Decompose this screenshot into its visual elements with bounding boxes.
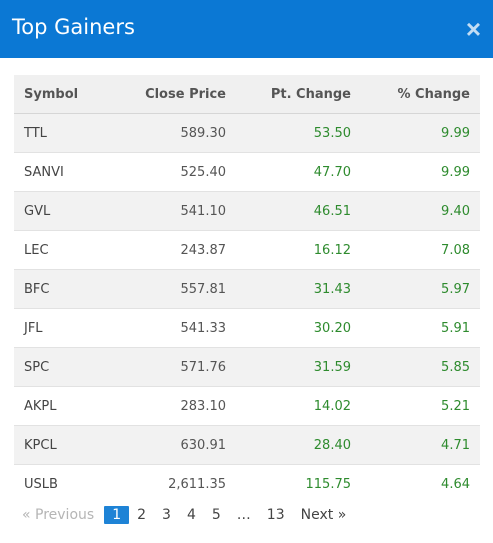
cell-symbol: AKPL: [14, 386, 124, 426]
cell-pt-change: 31.43: [236, 269, 361, 309]
cell-symbol: LEC: [14, 230, 124, 270]
cell-close-price: 571.76: [124, 347, 236, 387]
table-row[interactable]: TTL 589.30 53.50 9.99: [14, 113, 480, 153]
cell-pct-change: 9.40: [361, 191, 480, 231]
pagination: « Previous 1 2 3 4 5 … 13 Next »: [14, 503, 354, 527]
column-header-close-price[interactable]: Close Price: [124, 75, 236, 114]
cell-pt-change: 115.75: [236, 464, 361, 503]
cell-symbol: SANVI: [14, 152, 124, 192]
cell-pt-change: 14.02: [236, 386, 361, 426]
cell-pt-change: 16.12: [236, 230, 361, 270]
cell-pct-change: 9.99: [361, 152, 480, 192]
page-link-4[interactable]: 4: [186, 507, 196, 523]
table-row[interactable]: USLB 2,611.35 115.75 4.64: [14, 464, 480, 503]
table-header-row: Symbol Close Price Pt. Change % Change: [14, 75, 480, 114]
cell-close-price: 2,611.35: [124, 464, 236, 503]
table-row[interactable]: KPCL 630.91 28.40 4.71: [14, 425, 480, 465]
next-page-link[interactable]: Next »: [300, 507, 347, 523]
cell-pct-change: 7.08: [361, 230, 480, 270]
cell-close-price: 630.91: [124, 425, 236, 465]
top-gainers-table: Symbol Close Price Pt. Change % Change T…: [14, 75, 480, 503]
cell-close-price: 541.10: [124, 191, 236, 231]
page-link-2[interactable]: 2: [137, 507, 147, 523]
modal-header: Top Gainers ×: [0, 0, 493, 58]
table-row[interactable]: SPC 571.76 31.59 5.85: [14, 347, 480, 387]
page-link-5[interactable]: 5: [211, 507, 221, 523]
cell-pct-change: 5.97: [361, 269, 480, 309]
cell-symbol: BFC: [14, 269, 124, 309]
cell-symbol: SPC: [14, 347, 124, 387]
cell-symbol: USLB: [14, 464, 124, 503]
cell-pct-change: 5.85: [361, 347, 480, 387]
column-header-pct-change[interactable]: % Change: [361, 75, 480, 114]
column-header-symbol[interactable]: Symbol: [14, 75, 124, 114]
cell-close-price: 589.30: [124, 113, 236, 153]
cell-pct-change: 5.91: [361, 308, 480, 348]
table-row[interactable]: SANVI 525.40 47.70 9.99: [14, 152, 480, 192]
column-header-pt-change[interactable]: Pt. Change: [236, 75, 361, 114]
table-row[interactable]: AKPL 283.10 14.02 5.21: [14, 386, 480, 426]
page-link-last[interactable]: 13: [266, 507, 285, 523]
cell-symbol: KPCL: [14, 425, 124, 465]
cell-pct-change: 4.71: [361, 425, 480, 465]
table-row[interactable]: LEC 243.87 16.12 7.08: [14, 230, 480, 270]
pagination-ellipsis: …: [236, 507, 251, 523]
cell-pt-change: 46.51: [236, 191, 361, 231]
close-icon[interactable]: ×: [465, 14, 481, 44]
cell-pct-change: 9.99: [361, 113, 480, 153]
cell-pt-change: 47.70: [236, 152, 361, 192]
cell-pt-change: 53.50: [236, 113, 361, 153]
cell-symbol: TTL: [14, 113, 124, 153]
cell-pt-change: 30.20: [236, 308, 361, 348]
table-row[interactable]: JFL 541.33 30.20 5.91: [14, 308, 480, 348]
cell-symbol: GVL: [14, 191, 124, 231]
cell-close-price: 525.40: [124, 152, 236, 192]
table-row[interactable]: BFC 557.81 31.43 5.97: [14, 269, 480, 309]
previous-page-link[interactable]: « Previous: [22, 507, 95, 523]
cell-pct-change: 5.21: [361, 386, 480, 426]
cell-close-price: 283.10: [124, 386, 236, 426]
cell-close-price: 541.33: [124, 308, 236, 348]
cell-pt-change: 28.40: [236, 425, 361, 465]
cell-symbol: JFL: [14, 308, 124, 348]
page-link-1[interactable]: 1: [104, 506, 130, 524]
table-row[interactable]: GVL 541.10 46.51 9.40: [14, 191, 480, 231]
cell-close-price: 557.81: [124, 269, 236, 309]
cell-close-price: 243.87: [124, 230, 236, 270]
modal-title: Top Gainers: [12, 15, 135, 39]
cell-pt-change: 31.59: [236, 347, 361, 387]
page-link-3[interactable]: 3: [162, 507, 171, 523]
cell-pct-change: 4.64: [361, 464, 480, 503]
